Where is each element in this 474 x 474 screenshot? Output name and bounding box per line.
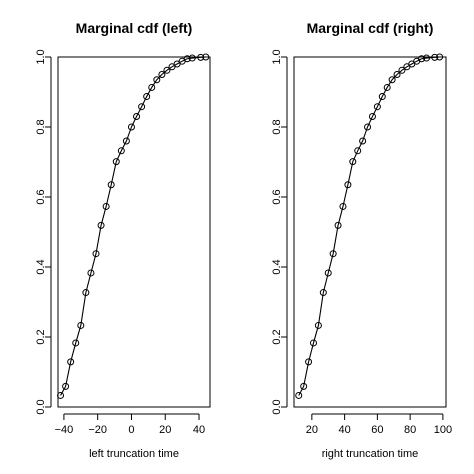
data-point [163,66,171,74]
data-point [431,53,439,61]
data-point [67,358,75,366]
y-tick-label: 0.6 [271,189,283,204]
x-axis-label: right truncation time [322,448,419,460]
data-point [188,54,196,62]
data-point [334,221,342,229]
data-point [319,289,327,297]
data-point [393,71,401,78]
y-tick-label: 0.6 [35,189,47,204]
data-point [202,53,210,61]
data-point [436,53,444,61]
data-point [143,93,151,101]
chart-title: Marginal cdf (left) [76,20,193,36]
plot-frame [57,56,211,408]
data-point [383,83,391,91]
data-point [309,339,317,347]
y-tick-label: 0.0 [271,399,283,414]
y-tick-label: 0.4 [35,259,47,274]
data-point [197,53,205,61]
data-point [373,103,381,111]
data-point [57,391,65,399]
data-point [398,66,406,74]
data-point [102,202,110,210]
x-tick-label: 20 [306,424,318,436]
data-point [388,76,396,84]
data-point [97,221,105,229]
data-point [368,113,376,120]
x-tick-label: −40 [55,424,74,436]
data-point [300,382,308,390]
data-point [378,93,386,101]
data-point [148,83,156,91]
y-tick-label: 0.8 [35,119,47,134]
data-point [82,289,90,297]
data-point [359,137,367,145]
data-point [295,391,303,399]
x-tick-label: 100 [434,424,452,436]
data-point [133,113,141,120]
data-point [62,382,70,390]
data-point [92,250,100,258]
y-tick-label: 0.4 [271,259,283,274]
y-tick-label: 0.8 [271,119,283,134]
data-point [153,76,161,84]
x-tick-label: 40 [338,424,350,436]
data-point [349,158,357,166]
x-tick-label: 0 [128,424,134,436]
series-line [60,56,206,396]
x-tick-label: 80 [404,424,416,436]
plot-frame [293,56,447,408]
data-point [122,137,130,145]
data-point [418,55,426,63]
y-tick-label: 0.0 [35,399,47,414]
data-point [354,147,362,155]
data-point [423,54,431,62]
data-point [127,123,135,131]
x-tick-label: 20 [159,424,171,436]
data-point [324,269,332,277]
x-tick-label: −20 [88,424,107,436]
data-point [183,55,191,63]
x-tick-label: 60 [371,424,383,436]
chart-title: Marginal cdf (right) [307,20,434,36]
data-point [329,250,337,258]
data-point [314,321,322,329]
data-point [344,181,352,189]
y-tick-label: 1.0 [271,49,283,64]
data-point [117,147,125,155]
x-tick-label: 40 [193,424,205,436]
data-point [364,123,372,131]
y-tick-label: 1.0 [35,49,47,64]
data-point [77,321,85,329]
series-line [298,56,440,396]
chart-panel-right: Marginal cdf (right) 20 40 60 80 100 0.0 0.2 0.4… [271,20,452,460]
data-point [112,158,120,166]
data-point [107,181,115,189]
data-point [72,339,80,347]
y-tick-label: 0.2 [271,329,283,344]
data-point [87,269,95,277]
data-point [305,358,313,366]
data-point [339,202,347,210]
data-point [158,71,166,78]
data-point [138,103,146,111]
chart-panel-left: Marginal cdf (left) −40 −20 0 20 40 0.0 0.2 0.4 0… [35,20,211,460]
y-tick-label: 0.2 [35,329,47,344]
x-axis-label: left truncation time [89,448,179,460]
